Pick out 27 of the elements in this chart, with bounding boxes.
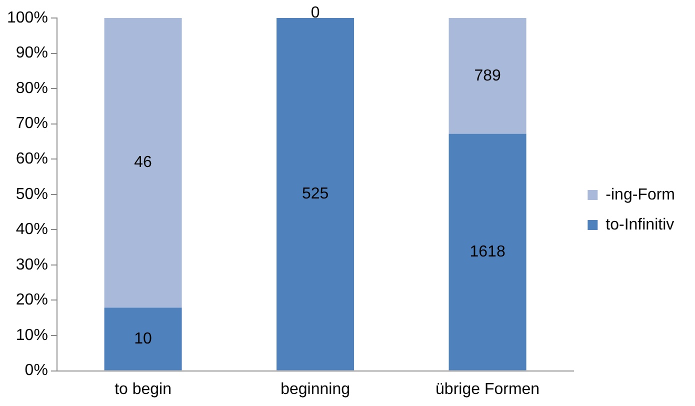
x-tick-label: beginning xyxy=(280,380,350,398)
y-tick-label: 100% xyxy=(7,9,48,26)
y-tick-label: 30% xyxy=(16,256,48,274)
bar xyxy=(104,18,182,308)
bar xyxy=(448,134,526,370)
y-tick-label: 20% xyxy=(16,292,48,309)
annotation: 789 xyxy=(474,67,501,84)
y-tick-label: 60% xyxy=(16,150,48,168)
bar xyxy=(448,18,526,134)
legend-label: -ing-Form xyxy=(606,186,676,204)
y-tick-label: 0% xyxy=(24,362,48,380)
annotation: 0 xyxy=(310,4,320,22)
annotation: 46 xyxy=(134,154,152,172)
bar xyxy=(276,18,354,370)
y-tick-label: 10% xyxy=(16,326,48,344)
y-tick-label: 90% xyxy=(16,44,48,62)
annotation: 525 xyxy=(302,186,329,203)
annotation: 1618 xyxy=(470,243,506,260)
y-tick-label: 70% xyxy=(16,115,48,132)
annotation: 10 xyxy=(134,330,152,348)
y-tick-label: 40% xyxy=(16,221,48,238)
y-tick-label: 50% xyxy=(16,186,48,203)
x-tick-label: to begin xyxy=(114,380,172,398)
y-tick-label: 80% xyxy=(16,80,48,97)
legend-label: to-Infinitiv xyxy=(606,216,674,234)
bar xyxy=(104,308,182,370)
x-tick-label: übrige Formen xyxy=(436,380,540,398)
